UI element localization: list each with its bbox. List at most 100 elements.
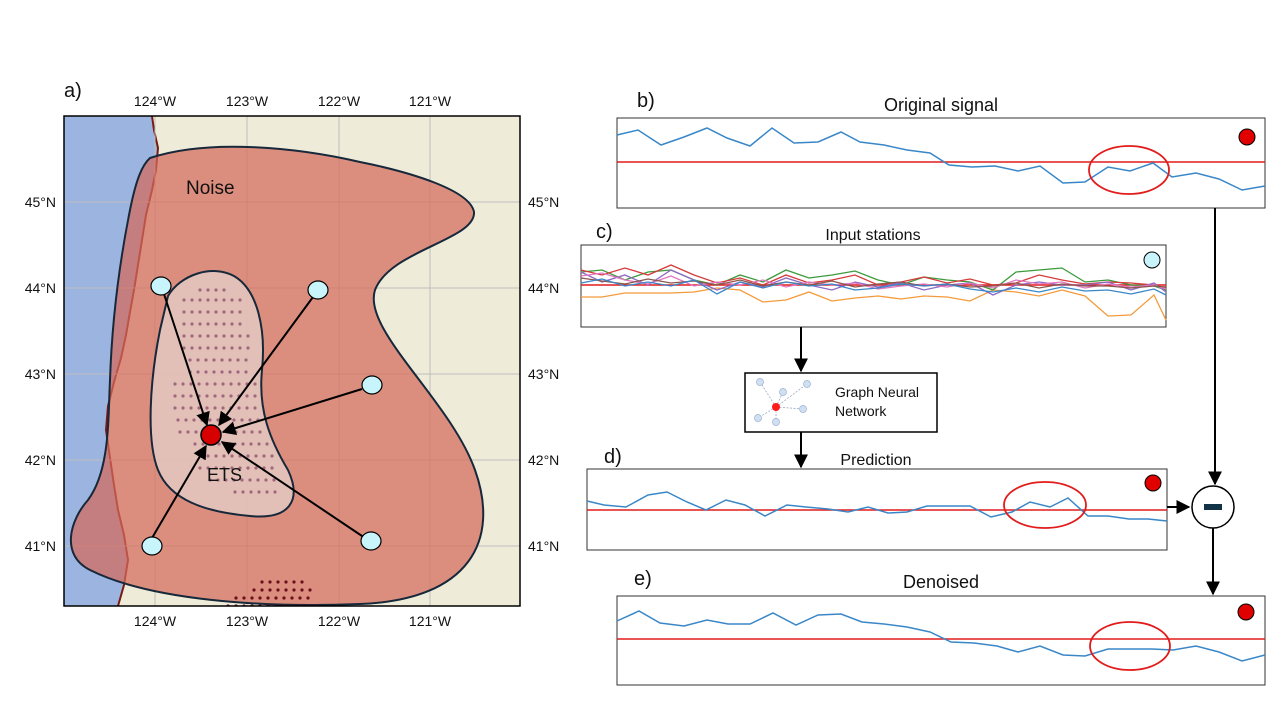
tremor-dot — [204, 358, 208, 362]
tremor-dot — [182, 322, 186, 326]
tremor-dot — [238, 322, 242, 326]
tremor-dot — [268, 580, 272, 584]
gnn-label-line2: Network — [835, 403, 887, 419]
tick-label: 124°W — [134, 613, 177, 629]
tremor-dot — [206, 310, 210, 314]
panel-d-title: Prediction — [840, 452, 911, 469]
tremor-dot — [217, 442, 221, 446]
tremor-dot — [244, 358, 248, 362]
tremor-dot — [270, 466, 274, 470]
tremor-dot — [206, 298, 210, 302]
tremor-dot — [264, 478, 268, 482]
tremor-dot — [198, 466, 202, 470]
station-arrows — [151, 293, 366, 539]
station-marker — [361, 375, 383, 395]
panel-label-d: d) — [604, 446, 622, 468]
tremor-dot — [238, 466, 242, 470]
tremor-dot — [182, 298, 186, 302]
tick-label: 123°W — [226, 93, 269, 109]
tremor-dot — [244, 370, 248, 374]
tremor-dot — [222, 334, 226, 338]
station-series — [580, 272, 1167, 290]
tremor-dot — [229, 394, 233, 398]
tremor-dot — [198, 310, 202, 314]
tremor-dot — [182, 310, 186, 314]
panel-c-series — [580, 264, 1167, 321]
tremor-dot — [184, 418, 188, 422]
tremor-dot — [213, 394, 217, 398]
tremor-dot — [193, 442, 197, 446]
panel-d-highlight — [1003, 481, 1087, 529]
tremor-dot — [192, 418, 196, 422]
tremor-dot — [222, 310, 226, 314]
tremor-dot — [228, 370, 232, 374]
panel-d-target-marker — [1144, 474, 1162, 492]
panel-e-frame — [616, 595, 1266, 686]
tremor-dot — [253, 406, 257, 410]
tremor-dot — [240, 418, 244, 422]
tremor-dot — [252, 588, 256, 592]
panel-label-c: c) — [596, 221, 613, 243]
tremor-dot — [198, 334, 202, 338]
tremor-dot — [182, 334, 186, 338]
tremor-dot — [196, 358, 200, 362]
tremor-dot — [308, 588, 312, 592]
tremor-dot — [197, 382, 201, 386]
tremor-dot — [194, 430, 198, 434]
tremor-dot — [214, 288, 218, 292]
tremor-dot — [189, 382, 193, 386]
gnn-graph-icon — [754, 378, 811, 426]
ets-label: ETS — [207, 465, 242, 485]
panel-label-b: b) — [637, 90, 655, 112]
tick-label: 43°N — [25, 366, 56, 382]
tremor-dot — [234, 596, 238, 600]
panel-b-title: Original signal — [884, 95, 998, 115]
tremor-dot — [230, 298, 234, 302]
tremor-dot — [300, 588, 304, 592]
panel-label-e: e) — [634, 568, 652, 590]
tremor-dot — [246, 346, 250, 350]
station-series — [581, 287, 1167, 321]
tremor-dot — [248, 418, 252, 422]
station-series — [580, 277, 1167, 289]
tremor-dot — [196, 370, 200, 374]
tremor-dot — [181, 382, 185, 386]
tremor-dot — [181, 394, 185, 398]
tick-label: 45°N — [25, 194, 56, 210]
tremor-dot — [186, 430, 190, 434]
tremor-dot — [237, 382, 241, 386]
tremor-dot — [238, 334, 242, 338]
tremor-dot — [265, 442, 269, 446]
panel-c-frame — [580, 244, 1167, 328]
tremor-dot — [232, 418, 236, 422]
panel-e-signal — [616, 610, 1266, 662]
tick-label: 44°N — [25, 280, 56, 296]
tremor-dot — [253, 394, 257, 398]
tremor-dot — [234, 430, 238, 434]
tremor-dot — [298, 596, 302, 600]
tremor-dot — [230, 334, 234, 338]
tremor-dot — [188, 358, 192, 362]
tremor-dot — [236, 358, 240, 362]
tremor-dot — [232, 478, 236, 482]
tremor-dot — [221, 394, 225, 398]
tremor-dot — [222, 346, 226, 350]
tremor-dot — [246, 466, 250, 470]
noise-label: Noise — [186, 178, 235, 199]
tremor-dot — [233, 490, 237, 494]
tremor-dot — [230, 466, 234, 470]
tremor-dot — [214, 310, 218, 314]
tremor-dot — [257, 442, 261, 446]
tremor-dot — [284, 580, 288, 584]
tremor-dot — [189, 406, 193, 410]
tremor-dot — [173, 382, 177, 386]
tremor-dot — [197, 406, 201, 410]
station-series — [580, 278, 1167, 296]
tremor-dot — [198, 322, 202, 326]
tremor-dot — [198, 346, 202, 350]
tremor-dot — [273, 490, 277, 494]
tremor-dot — [198, 288, 202, 292]
tick-label: 42°N — [528, 452, 559, 468]
tremor-dot — [214, 466, 218, 470]
